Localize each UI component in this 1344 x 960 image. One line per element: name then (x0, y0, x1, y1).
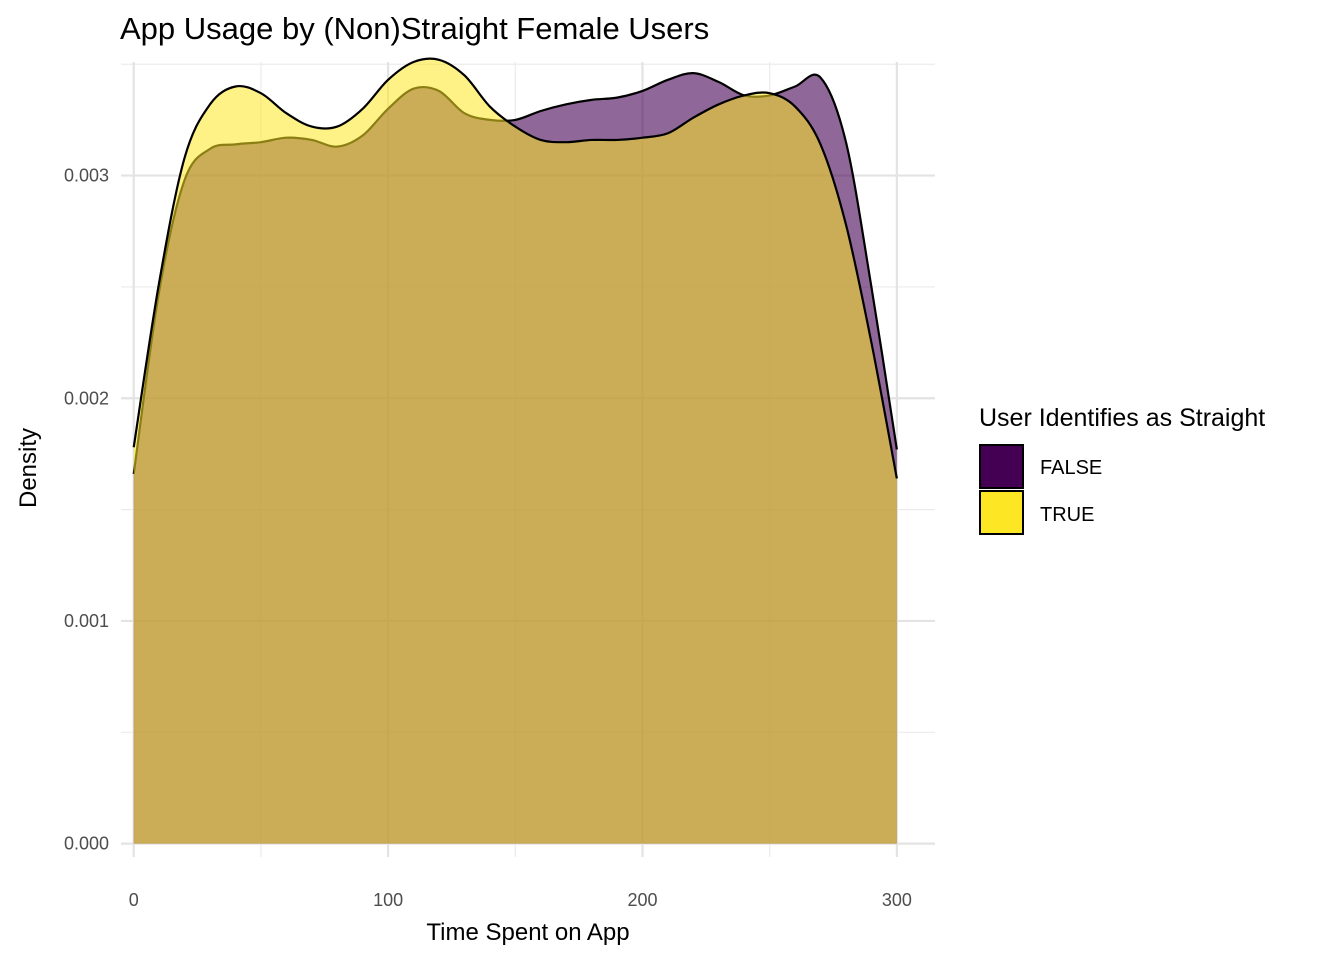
y-tick-label: 0.000 (64, 834, 109, 854)
x-axis-ticks: 0 100 200 300 (129, 890, 912, 910)
y-axis-ticks: 0.000 0.001 0.002 0.003 (64, 166, 109, 854)
density-area-true (133, 58, 897, 844)
legend-label-false: FALSE (1040, 457, 1102, 479)
x-tick-label: 100 (373, 890, 403, 910)
x-tick-label: 300 (882, 890, 912, 910)
legend: User Identifies as Straight FALSE TRUE (979, 404, 1265, 535)
legend-key-true (979, 490, 1024, 535)
y-axis-title: Density (15, 428, 42, 508)
density-outline-true (132, 57, 898, 479)
chart-title: App Usage by (Non)Straight Female Users (120, 11, 709, 46)
legend-key-false (979, 444, 1024, 489)
legend-title: User Identifies as Straight (979, 404, 1265, 432)
density-areas (132, 57, 898, 844)
x-tick-label: 0 (129, 890, 139, 910)
y-tick-label: 0.003 (64, 166, 109, 186)
y-tick-label: 0.002 (64, 388, 109, 408)
x-axis-title: Time Spent on App (426, 919, 629, 946)
legend-label-true: TRUE (1040, 504, 1094, 526)
y-tick-label: 0.001 (64, 611, 109, 631)
x-tick-label: 200 (627, 890, 657, 910)
